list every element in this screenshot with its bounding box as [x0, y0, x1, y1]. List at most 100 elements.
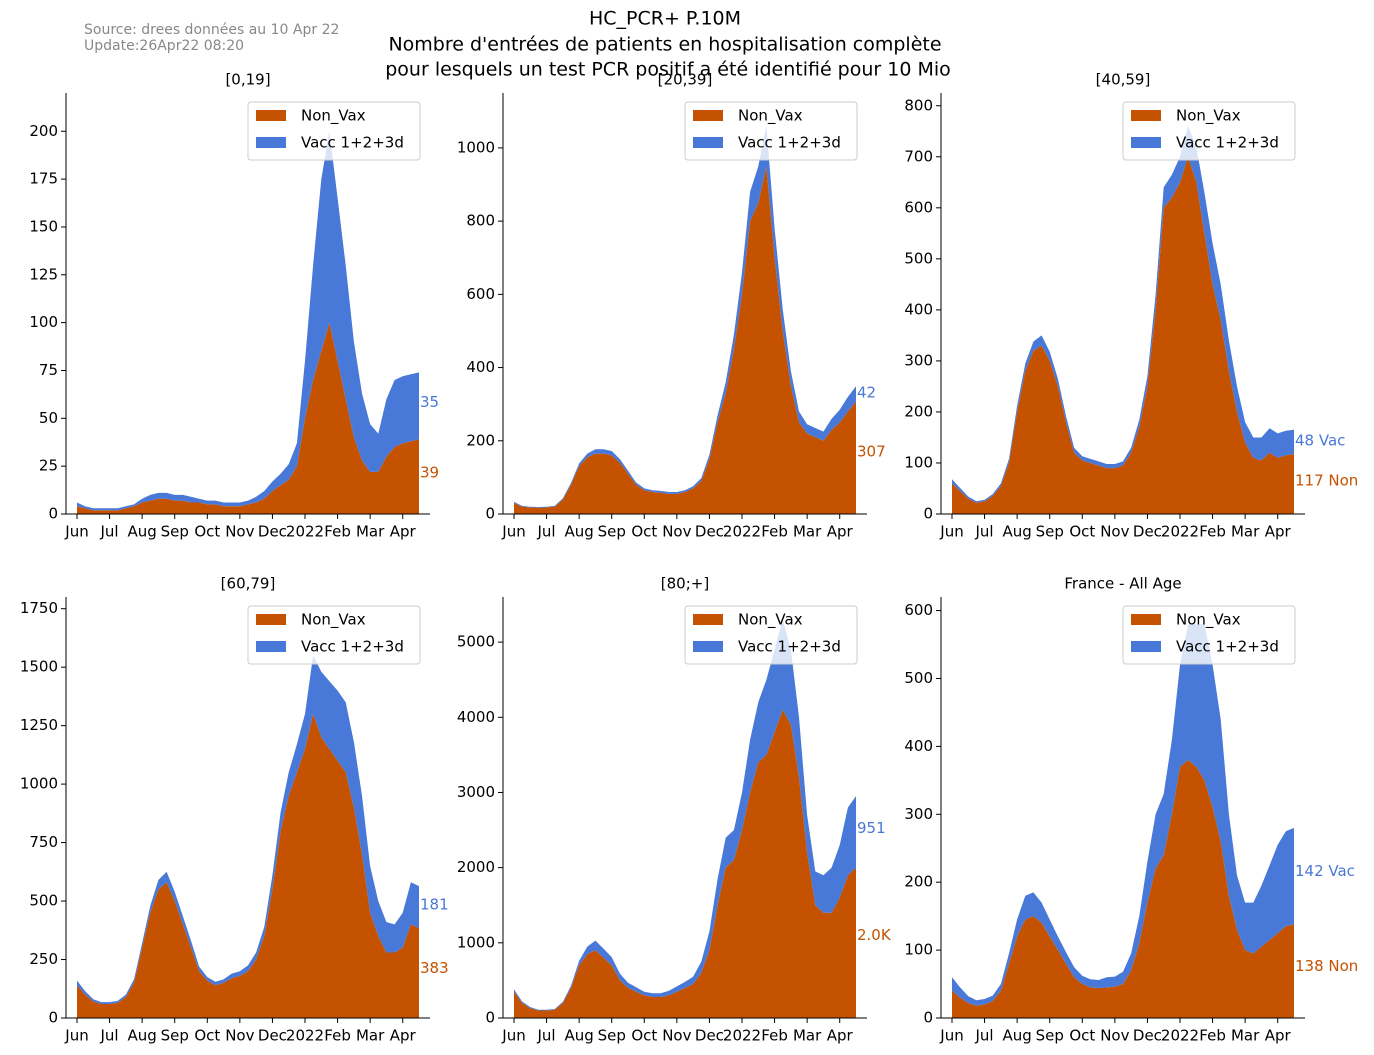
y-tick-label: 1250 [20, 716, 58, 734]
end-label: 35 [420, 393, 439, 411]
x-tick-label: Jun [501, 523, 525, 541]
y-tick-label: 600 [904, 601, 933, 619]
x-tick-label: Nov [225, 1027, 254, 1045]
y-tick-label: 800 [466, 212, 495, 230]
x-tick-label: Mar [1231, 1027, 1260, 1045]
x-tick-label: Feb [1199, 523, 1226, 541]
y-tick-label: 750 [29, 833, 58, 851]
end-label: 951 [857, 819, 886, 837]
legend-label: Vacc 1+2+3d [738, 134, 841, 152]
y-tick-label: 600 [466, 285, 495, 303]
area [514, 619, 856, 1011]
x-tick-label: Dec [695, 1027, 724, 1045]
x-tick-label: Sep [598, 523, 626, 541]
x-tick-label: Aug [127, 1027, 156, 1045]
x-tick-label: Sep [1036, 523, 1064, 541]
end-label: 181 [420, 896, 449, 914]
subplot-title: [60,79] [221, 575, 276, 593]
y-tick-label: 100 [904, 941, 933, 959]
x-tick-label: Aug [1002, 1027, 1031, 1045]
x-tick-label: Oct [631, 1027, 657, 1045]
x-tick-label: Jul [975, 523, 994, 541]
end-label: 117 Non [1295, 472, 1358, 490]
x-tick-label: 2022 [723, 523, 761, 541]
title: pour lesquels un test PCR positif a été … [385, 59, 951, 81]
y-tick-label: 0 [485, 1009, 495, 1027]
y-tick-label: 75 [39, 361, 58, 379]
x-tick-label: 2022 [286, 523, 324, 541]
x-tick-label: Jun [501, 1027, 525, 1045]
legend-swatch [1131, 137, 1161, 148]
y-tick-label: 0 [923, 1009, 933, 1027]
legend-box [684, 101, 858, 161]
subplot-title: [40,59] [1096, 71, 1151, 89]
y-tick-label: 2000 [457, 858, 495, 876]
end-label: 307 [857, 443, 886, 461]
end-label: 2.0K [857, 926, 892, 944]
area [77, 322, 419, 514]
x-tick-label: Apr [827, 523, 854, 541]
x-tick-label: Dec [695, 523, 724, 541]
legend-swatch [693, 614, 723, 625]
x-tick-label: 2022 [286, 1027, 324, 1045]
legend-swatch [256, 614, 286, 625]
y-tick-label: 400 [904, 737, 933, 755]
legend-label: Vacc 1+2+3d [301, 638, 404, 656]
x-tick-label: Dec [1133, 1027, 1162, 1045]
y-tick-label: 500 [29, 892, 58, 910]
subplot-title: [80;+] [661, 575, 709, 593]
x-tick-label: Jun [939, 523, 963, 541]
x-tick-label: Feb [1199, 1027, 1226, 1045]
y-tick-label: 0 [485, 505, 495, 523]
end-label: 42 [857, 384, 876, 402]
legend-label: Vacc 1+2+3d [1176, 134, 1279, 152]
y-tick-label: 1750 [20, 599, 58, 617]
x-tick-label: Dec [258, 523, 287, 541]
y-tick-label: 100 [29, 313, 58, 331]
x-tick-label: Nov [662, 523, 691, 541]
legend-swatch [693, 110, 723, 121]
end-label: 48 Vac [1295, 431, 1345, 449]
legend-label: Non_Vax [301, 107, 366, 126]
end-label: 39 [420, 463, 439, 481]
x-tick-label: Sep [161, 1027, 189, 1045]
x-tick-label: 2022 [1161, 1027, 1199, 1045]
y-tick-label: 100 [904, 453, 933, 471]
y-tick-label: 800 [904, 96, 933, 114]
y-tick-label: 400 [904, 300, 933, 318]
y-tick-label: 1000 [457, 138, 495, 156]
x-tick-label: Jun [64, 1027, 88, 1045]
legend-box [247, 605, 421, 665]
x-tick-label: Aug [564, 1027, 593, 1045]
x-tick-label: Feb [761, 523, 788, 541]
area [514, 709, 856, 1018]
x-tick-label: Jul [100, 523, 119, 541]
x-tick-label: Oct [1069, 523, 1095, 541]
x-tick-label: Apr [390, 523, 417, 541]
x-tick-label: Dec [1133, 523, 1162, 541]
legend-swatch [1131, 614, 1161, 625]
legend-box [1122, 605, 1296, 665]
x-tick-label: Nov [662, 1027, 691, 1045]
y-tick-label: 0 [48, 1009, 58, 1027]
legend-label: Non_Vax [1176, 611, 1241, 630]
x-tick-label: Mar [793, 1027, 822, 1045]
area [77, 713, 419, 1018]
y-tick-label: 150 [29, 217, 58, 235]
y-tick-label: 600 [904, 198, 933, 216]
y-tick-label: 700 [904, 147, 933, 165]
legend-swatch [1131, 110, 1161, 121]
y-tick-label: 25 [39, 457, 58, 475]
legend-swatch [1131, 641, 1161, 652]
area [514, 166, 856, 514]
x-tick-label: Sep [598, 1027, 626, 1045]
x-tick-label: Feb [761, 1027, 788, 1045]
x-tick-label: Jul [975, 1027, 994, 1045]
y-tick-label: 300 [904, 351, 933, 369]
x-tick-label: Feb [324, 1027, 351, 1045]
legend-label: Vacc 1+2+3d [301, 134, 404, 152]
legend-label: Non_Vax [301, 611, 366, 630]
y-tick-label: 250 [29, 950, 58, 968]
y-tick-label: 400 [466, 358, 495, 376]
